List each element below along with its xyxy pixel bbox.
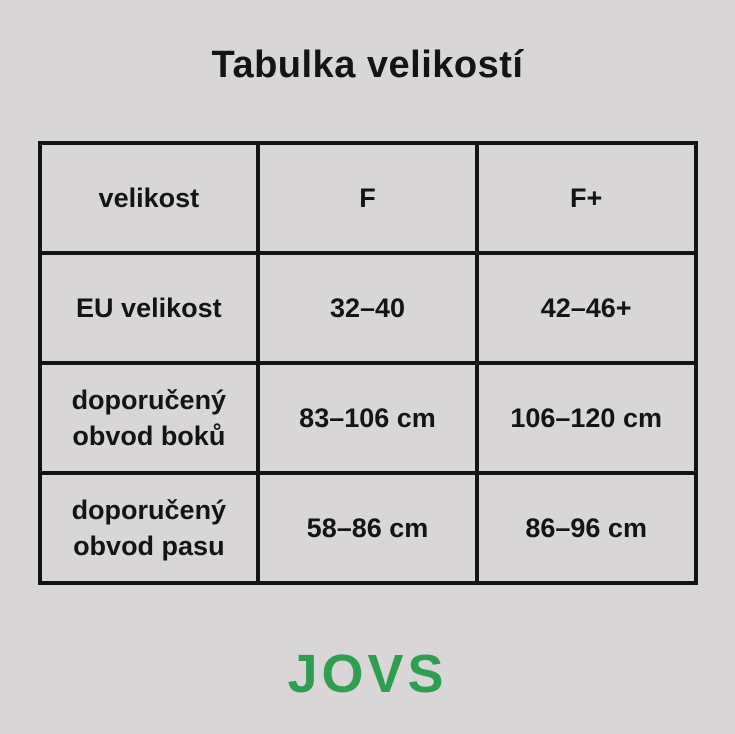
header-row: velikost F F+ — [37, 141, 698, 255]
cell-obvod-pasu-f: 58–86 cm — [256, 471, 479, 585]
cell-obvod-pasu-f-plus: 86–96 cm — [474, 471, 698, 585]
column-header-velikost: velikost — [37, 141, 261, 255]
cell-obvod-boku-f-plus: 106–120 cm — [474, 361, 698, 475]
cell-eu-velikost-f-plus: 42–46+ — [474, 251, 698, 365]
row-label-obvod-boku: doporučený obvod boků — [37, 361, 261, 475]
jovs-logo: JOVS — [287, 644, 448, 704]
column-header-f: F — [256, 141, 479, 255]
row-label-obvod-pasu: doporučený obvod pasu — [37, 471, 261, 585]
cell-eu-velikost-f: 32–40 — [256, 251, 479, 365]
table-row-obvod-pasu: doporučený obvod pasu 58–86 cm 86–96 cm — [37, 471, 698, 585]
size-table: velikost F F+ EU velikost 32–40 42–46+ d… — [37, 141, 698, 585]
cell-obvod-boku-f: 83–106 cm — [256, 361, 479, 475]
row-label-eu-velikost: EU velikost — [37, 251, 261, 365]
table-row-obvod-boku: doporučený obvod boků 83–106 cm 106–120 … — [37, 361, 698, 475]
table-row-eu-velikost: EU velikost 32–40 42–46+ — [37, 251, 698, 365]
column-header-f-plus: F+ — [474, 141, 698, 255]
page-title: Tabulka velikostí — [211, 44, 524, 86]
